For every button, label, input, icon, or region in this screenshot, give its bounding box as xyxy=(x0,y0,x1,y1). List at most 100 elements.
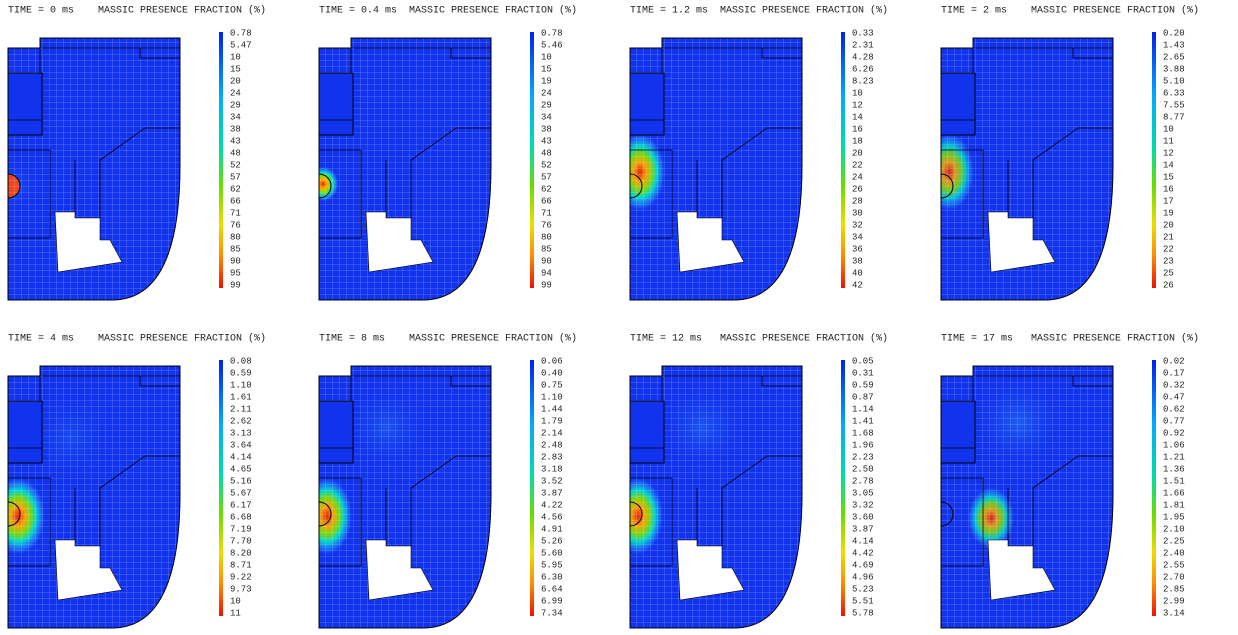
colorbar xyxy=(1152,360,1156,616)
scale-label: 5.67 xyxy=(230,488,252,498)
block xyxy=(319,72,354,136)
time-label: TIME = 2 ms xyxy=(941,6,1007,17)
scale-label: 0.32 xyxy=(1163,380,1185,390)
colorbar xyxy=(219,360,223,616)
scale-label: 1.10 xyxy=(541,392,563,402)
notch xyxy=(987,539,1056,601)
scale-label: 18 xyxy=(852,136,863,146)
scale-label: 0.17 xyxy=(1163,368,1185,378)
scale-label: 5.23 xyxy=(852,584,874,594)
scale-label: 0.05 xyxy=(852,356,874,366)
scale-label: 0.40 xyxy=(541,368,563,378)
scale-label: 3.60 xyxy=(852,512,874,522)
scale-label: 11 xyxy=(1163,136,1174,146)
notch xyxy=(365,211,434,273)
scale-label: 4.91 xyxy=(541,524,563,534)
domain xyxy=(630,366,802,628)
scale-label: 52 xyxy=(230,160,241,170)
scale-label: 1.61 xyxy=(230,392,252,402)
scale-label: 2.50 xyxy=(852,464,874,474)
inner-lines xyxy=(8,375,180,567)
scale-label: 2.11 xyxy=(230,404,252,414)
scale-label: 0.31 xyxy=(852,368,874,378)
domain xyxy=(319,38,491,300)
scale-label: 1.81 xyxy=(1163,500,1185,510)
notch xyxy=(676,211,745,273)
block xyxy=(8,400,43,464)
injector xyxy=(630,173,643,199)
scale-label: 34 xyxy=(230,112,241,122)
scale-label: 76 xyxy=(541,220,552,230)
scale-label: 90 xyxy=(230,256,241,266)
domain-outline xyxy=(629,37,803,301)
scale-label: 1.36 xyxy=(1163,464,1185,474)
scale-label: 6.68 xyxy=(230,512,252,522)
scale-label: 5.47 xyxy=(230,40,252,50)
scale-label: 24 xyxy=(230,88,241,98)
scale-label: 4.14 xyxy=(230,452,252,462)
scale-label: 0.02 xyxy=(1163,356,1185,366)
block-lines xyxy=(319,48,353,136)
scale-label: 66 xyxy=(541,196,552,206)
scale-label: 22 xyxy=(852,160,863,170)
time-label: TIME = 1.2 ms xyxy=(630,6,708,17)
scale-label: 6.99 xyxy=(541,596,563,606)
scale-label: 76 xyxy=(230,220,241,230)
scale-label: 2.31 xyxy=(852,40,874,50)
colorbar xyxy=(219,32,223,288)
scale-label: 6.64 xyxy=(541,584,563,594)
scale-label: 1.41 xyxy=(852,416,874,426)
scale-label: 43 xyxy=(230,136,241,146)
scale-label: 7.34 xyxy=(541,608,563,618)
scale-label: 3.64 xyxy=(230,440,252,450)
scale-label: 38 xyxy=(541,124,552,134)
scale-label: 0.78 xyxy=(230,28,252,38)
scale-label: 5.26 xyxy=(541,536,563,546)
panel: TIME = 1.2 ms MASSIC PRESENCE FRACTION (%… xyxy=(629,5,888,301)
scale-label: 71 xyxy=(541,208,552,218)
block-lines xyxy=(8,376,42,464)
colorbar xyxy=(530,32,534,288)
scale-label: 48 xyxy=(541,148,552,158)
scale-label: 99 xyxy=(541,280,552,290)
scale-label: 26 xyxy=(1163,280,1174,290)
notch xyxy=(987,211,1056,273)
scale-label: 62 xyxy=(230,184,241,194)
time-label: TIME = 0 ms xyxy=(8,6,74,17)
scale-label: 4.65 xyxy=(230,464,252,474)
scale-label: 2.10 xyxy=(1163,524,1185,534)
scale-label: 1.66 xyxy=(1163,488,1185,498)
mesh xyxy=(8,38,180,300)
scale-label: 34 xyxy=(852,232,863,242)
notch xyxy=(676,539,745,601)
notch xyxy=(54,539,123,601)
scale-label: 3.14 xyxy=(1163,608,1185,618)
scale-label: 0.47 xyxy=(1163,392,1185,402)
scale-label: 2.14 xyxy=(541,428,563,438)
scale-label: 3.13 xyxy=(230,428,252,438)
domain xyxy=(941,38,1113,300)
scale-label: 40 xyxy=(852,268,863,278)
scale-label: 0.77 xyxy=(1163,416,1185,426)
scale-label: 3.88 xyxy=(1163,64,1185,74)
scale-label: 1.44 xyxy=(541,404,563,414)
scale-label: 57 xyxy=(541,172,552,182)
scale-label: 5.95 xyxy=(541,560,563,570)
scale-label: 23 xyxy=(1163,256,1174,266)
domain-outline xyxy=(629,365,803,629)
scale-label: 19 xyxy=(1163,208,1174,218)
scale-label: 14 xyxy=(852,112,863,122)
panel-title: MASSIC PRESENCE FRACTION (%) xyxy=(409,333,577,345)
scale-label: 2.99 xyxy=(1163,596,1185,606)
scale-label: 7.70 xyxy=(230,536,252,546)
scale-label: 0.75 xyxy=(541,380,563,390)
scale-label: 20 xyxy=(230,76,241,86)
scale-label: 57 xyxy=(230,172,241,182)
scale-label: 1.95 xyxy=(1163,512,1185,522)
scale-label: 2.78 xyxy=(852,476,874,486)
inner-lines xyxy=(8,47,180,239)
scale-label: 3.05 xyxy=(852,488,874,498)
scale-label: 0.06 xyxy=(541,356,563,366)
scale-label: 24 xyxy=(852,172,863,182)
